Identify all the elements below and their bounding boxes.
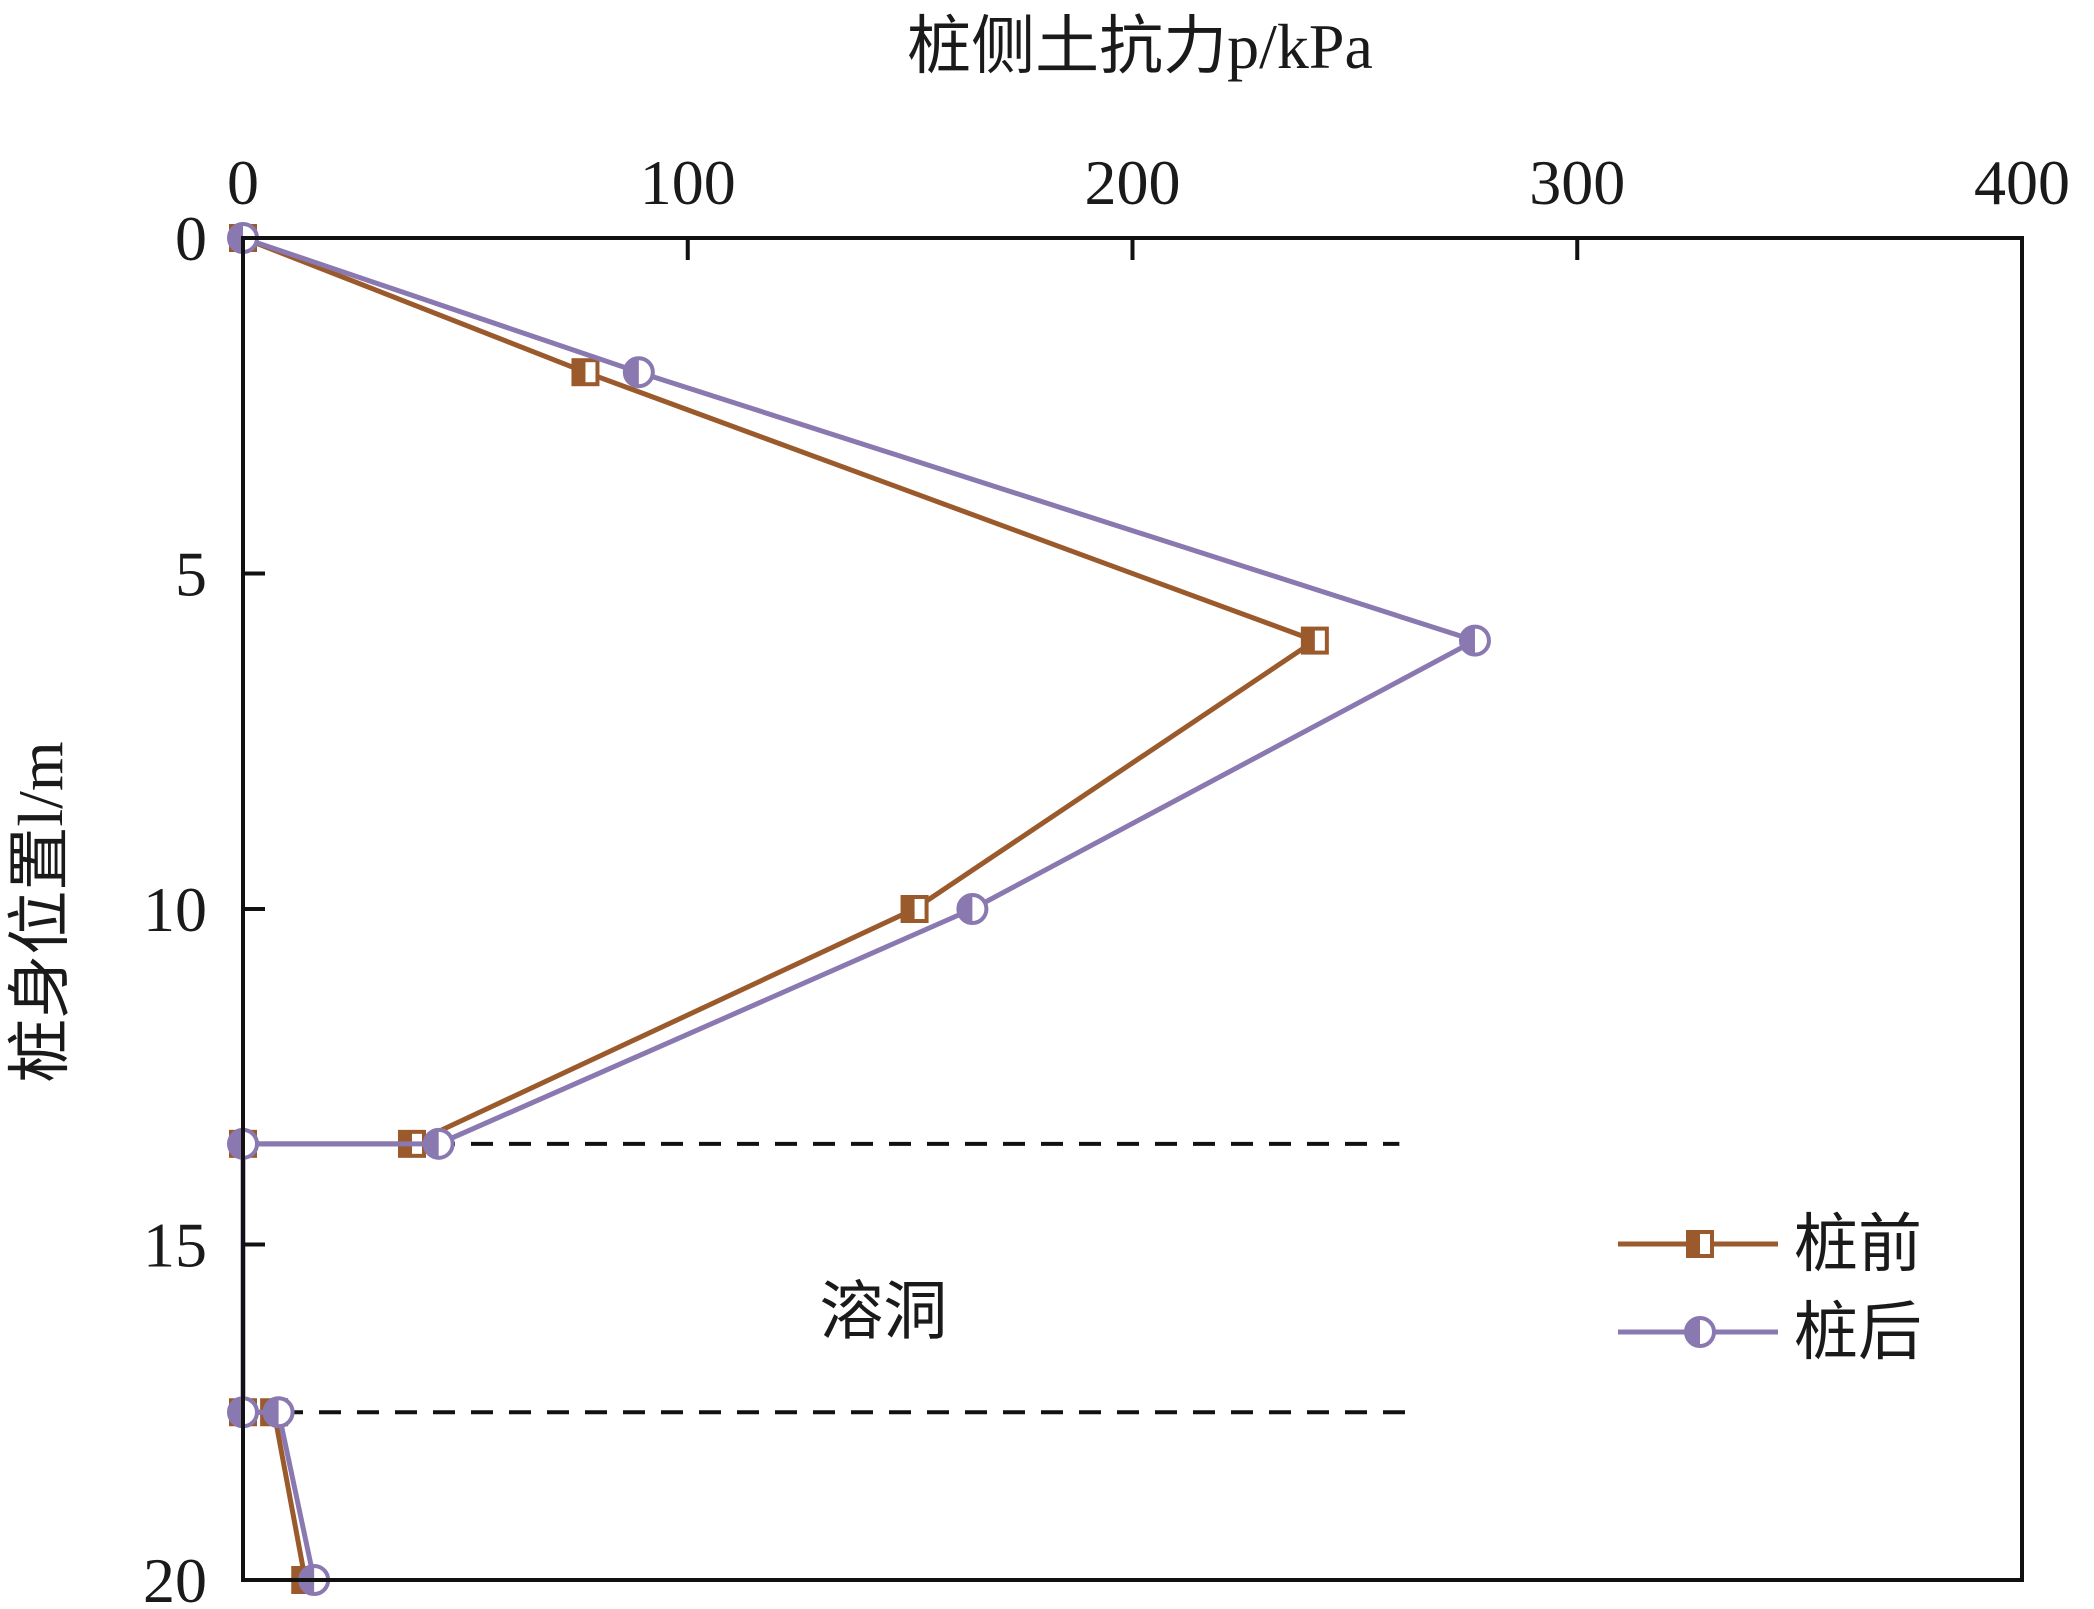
x-tick-label: 100	[640, 147, 736, 218]
karst-cave-label: 溶洞	[819, 1277, 947, 1348]
data-point	[956, 893, 989, 925]
legend-item: 桩前	[1618, 1209, 1922, 1280]
series-group	[227, 222, 1491, 1596]
plot-frame	[241, 236, 2024, 1582]
y-tick-label: 5	[175, 539, 207, 610]
series-1	[229, 224, 1329, 1594]
series-line	[240, 235, 1478, 1581]
legend-label: 桩前	[1794, 1209, 1922, 1280]
data-point	[571, 358, 600, 387]
x-axis-title: 桩侧土抗力p/kPa	[907, 11, 1373, 82]
data-point	[262, 1396, 295, 1429]
series-line	[240, 235, 1318, 1581]
y-tick-label: 10	[143, 874, 207, 945]
legend-label: 桩后	[1794, 1297, 1922, 1368]
x-tick-label: 0	[227, 147, 259, 218]
legend-item: 桩后	[1618, 1297, 1922, 1368]
legend-marker	[1686, 1230, 1714, 1258]
data-point	[900, 895, 929, 923]
axis-ticks: 0 100 200 300 400 0 5 10 15 20	[143, 147, 2070, 1609]
legend-marker	[1684, 1316, 1716, 1348]
y-axis-title: 桩身位置l/m	[5, 741, 76, 1082]
data-point	[1458, 624, 1491, 657]
y-tick-label: 0	[175, 203, 207, 274]
x-tick-label: 200	[1085, 147, 1181, 218]
reference-lines: 溶洞	[243, 1141, 1413, 1415]
y-tick-label: 15	[143, 1210, 207, 1281]
data-point	[422, 1127, 455, 1160]
x-tick-label: 300	[1529, 147, 1625, 218]
y-tick-label: 20	[143, 1545, 207, 1609]
series-2	[227, 222, 1491, 1596]
data-point	[1300, 626, 1329, 655]
data-point	[622, 356, 655, 389]
x-tick-label: 400	[1974, 147, 2070, 218]
